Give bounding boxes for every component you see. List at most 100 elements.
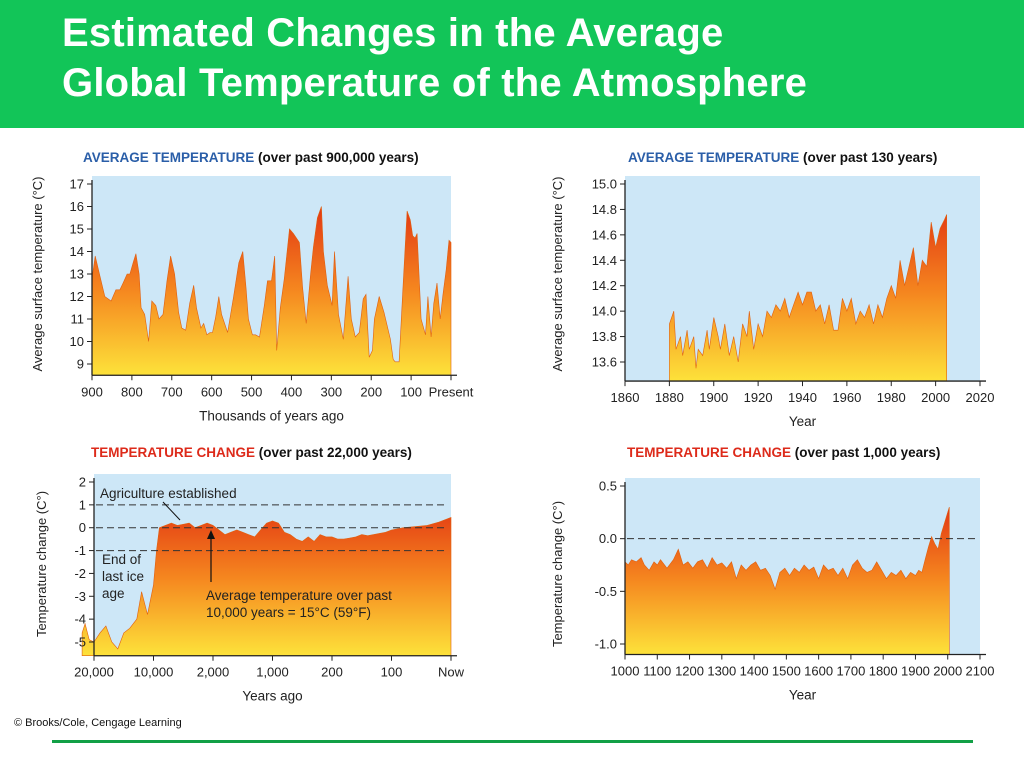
footer-rule <box>52 740 973 743</box>
charts.0-ytick-label-0: 9 <box>77 357 84 372</box>
slide-title-line-1: Estimated Changes in the Average <box>62 11 724 55</box>
charts.1-xtick-label-7: 2000 <box>921 390 950 405</box>
charts.2-ytick-label-3: -2 <box>74 566 86 581</box>
charts.2-area-series <box>81 516 452 656</box>
charts.1-ytick-label-4: 14.4 <box>592 253 617 268</box>
charts.0-xtick-label-8: 100 <box>400 384 422 399</box>
chart-22k-years: -5 -4 -3 -2 -1 0 1 2 20,000 10,000 2,000 1,000 200 10… <box>28 436 498 714</box>
charts.3-xtick-label-0: 1000 <box>611 664 640 679</box>
charts.1-ytick-label-3: 14.2 <box>592 278 617 293</box>
charts.1-ytick-label-5: 14.6 <box>592 227 617 242</box>
chart-130-years-svg: 13.6 13.8 14.0 14.2 14.4 14.6 14.8 15.0 1860 1880… <box>550 150 995 429</box>
charts.1-title-rest: (over past 130 years) <box>799 150 937 165</box>
charts.0-ytick-label-8: 17 <box>70 177 84 192</box>
charts.1-xtick-label-8: 2020 <box>966 390 995 405</box>
charts.3-xtick-label-4: 1400 <box>740 664 769 679</box>
charts.2-title-rest: (over past 22,000 years) <box>255 445 412 460</box>
charts.2-xtick-label-1: 10,000 <box>134 665 174 680</box>
charts.1-y-axis-label: Average surface temperature (°C) <box>550 177 565 372</box>
chart-900k-years-svg: 9 10 11 12 13 14 15 16 17 900 800 700 600 500 400 300 20… <box>30 150 474 423</box>
charts.2-ytick-label-1: -4 <box>74 612 86 627</box>
charts.0-ytick-label-5: 14 <box>70 244 84 259</box>
charts.0-ytick-label-7: 16 <box>70 199 84 214</box>
charts.1-xtick-label-3: 1920 <box>744 390 773 405</box>
charts.1-ytick-label-2: 14.0 <box>592 304 617 319</box>
charts.2-ytick-label-5: 0 <box>79 520 86 535</box>
charts.0-xtick-label-9: Present <box>429 384 474 399</box>
charts.3-ytick-label-2: 0.0 <box>599 531 617 546</box>
charts.2-xtick-label-2: 2,000 <box>197 665 230 680</box>
charts.0-y-axis-label: Average surface temperature (°C) <box>30 177 45 372</box>
charts.0-ytick-label-4: 13 <box>70 267 84 282</box>
charts.0-xtick-label-7: 200 <box>360 384 382 399</box>
charts.1-title: AVERAGE TEMPERATURE (over past 130 years… <box>628 150 937 165</box>
charts.3-xtick-label-9: 1900 <box>901 664 930 679</box>
charts.2-xtick-label-5: 100 <box>381 665 403 680</box>
charts.2-annotation-ice-age-line-0: End of <box>102 552 141 567</box>
charts.2-ytick-label-0: -5 <box>74 635 86 650</box>
charts.3-area-series <box>624 507 950 655</box>
charts.0-xtick-label-4: 500 <box>241 384 263 399</box>
charts.0-title-rest: (over past 900,000 years) <box>254 150 418 165</box>
charts.2-annotation-average-line-1: 10,000 years = 15°C (59°F) <box>206 605 371 620</box>
charts.1-xtick-label-0: 1860 <box>611 390 640 405</box>
charts.3-xtick-label-10: 2000 <box>933 664 962 679</box>
chart-22k-years-svg: -5 -4 -3 -2 -1 0 1 2 20,000 10,000 2,000 1,000 200 10… <box>34 445 465 704</box>
charts.2-title: TEMPERATURE CHANGE (over past 22,000 yea… <box>91 445 412 460</box>
slide-title: Estimated Changes in the Average Global … <box>62 8 807 108</box>
charts.1-ytick-label-1: 13.8 <box>592 329 617 344</box>
charts.3-xtick-label-1: 1100 <box>643 664 671 679</box>
charts.0-ytick-label-2: 11 <box>71 312 85 327</box>
charts.3-xtick-label-11: 2100 <box>966 664 995 679</box>
charts.1-xtick-label-2: 1900 <box>699 390 728 405</box>
charts.0-title-colored: AVERAGE TEMPERATURE <box>83 150 254 165</box>
charts.2-xtick-label-6: Now <box>438 665 465 680</box>
charts.3-ytick-label-0: -1.0 <box>595 637 617 652</box>
charts.0-xtick-label-6: 300 <box>320 384 342 399</box>
charts.0-xtick-label-0: 900 <box>81 384 103 399</box>
charts.2-x-axis-label: Years ago <box>242 689 302 704</box>
charts.3-xtick-label-7: 1700 <box>836 664 865 679</box>
charts.3-title: TEMPERATURE CHANGE (over past 1,000 year… <box>627 445 940 460</box>
charts.3-title-rest: (over past 1,000 years) <box>791 445 940 460</box>
charts.2-annotation-average-arrowhead <box>207 530 215 539</box>
charts.3-ytick-label-1: -0.5 <box>595 584 617 599</box>
charts.1-xtick-label-1: 1880 <box>655 390 684 405</box>
charts.0-ytick-label-3: 12 <box>70 289 84 304</box>
charts.3-xtick-label-2: 1200 <box>675 664 704 679</box>
charts.2-annotation-ice-age-line-2: age <box>102 586 125 601</box>
charts.0-ytick-label-1: 10 <box>70 334 84 349</box>
charts.1-x-axis-label: Year <box>789 414 817 429</box>
charts.3-ytick-label-3: 0.5 <box>599 479 617 494</box>
charts.0-title: AVERAGE TEMPERATURE (over past 900,000 y… <box>83 150 419 165</box>
charts.3-x-axis-label: Year <box>789 688 817 703</box>
charts.2-ytick-label-2: -3 <box>74 589 86 604</box>
title-banner: Estimated Changes in the Average Global … <box>0 0 1024 128</box>
charts.0-xtick-label-1: 800 <box>121 384 143 399</box>
charts.0-xtick-label-3: 600 <box>201 384 223 399</box>
slide-title-line-2: Global Temperature of the Atmosphere <box>62 61 808 105</box>
charts.0-ytick-label-6: 15 <box>70 222 84 237</box>
charts.2-xtick-label-4: 200 <box>321 665 343 680</box>
chart-130-years: 13.6 13.8 14.0 14.2 14.4 14.6 14.8 15.0 1860 1880… <box>548 142 1008 429</box>
charts.2-annotation-ice-age-line-1: last ice <box>102 569 144 584</box>
charts.3-y-axis-label: Temperature change (C°) <box>550 501 565 647</box>
chart-1000-years: -1.0 -0.5 0.0 0.5 1000 1100 1200 1300 1400 1500 16… <box>548 436 1008 714</box>
charts.0-x-axis-label: Thousands of years ago <box>199 408 344 423</box>
charts.1-ytick-label-0: 13.6 <box>592 355 617 370</box>
chart-900k-years: 9 10 11 12 13 14 15 16 17 900 800 700 600 500 400 300 20… <box>28 142 498 423</box>
charts.0-xtick-label-2: 700 <box>161 384 183 399</box>
charts.3-title-colored: TEMPERATURE CHANGE <box>627 445 791 460</box>
charts.0-xtick-label-5: 400 <box>281 384 303 399</box>
charts.2-xtick-label-3: 1,000 <box>256 665 289 680</box>
charts.2-title-colored: TEMPERATURE CHANGE <box>91 445 255 460</box>
charts.1-xtick-label-4: 1940 <box>788 390 817 405</box>
charts.2-ytick-label-6: 1 <box>79 497 86 512</box>
charts.2-annotation-agriculture: Agriculture established <box>100 486 237 501</box>
charts.2-annotation-average-line-0: Average temperature over past <box>206 588 392 603</box>
copyright-credit: © Brooks/Cole, Cengage Learning <box>14 717 182 729</box>
charts.3-xtick-label-8: 1800 <box>869 664 898 679</box>
charts.1-xtick-label-6: 1980 <box>877 390 906 405</box>
charts.1-ytick-label-7: 15.0 <box>592 177 617 192</box>
charts.1-title-colored: AVERAGE TEMPERATURE <box>628 150 799 165</box>
